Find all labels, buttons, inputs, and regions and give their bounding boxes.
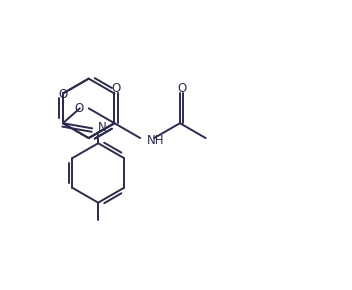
Text: O: O (75, 102, 84, 115)
Text: O: O (58, 88, 68, 101)
Text: NH: NH (147, 134, 165, 146)
Text: N: N (98, 121, 107, 134)
Text: O: O (112, 82, 121, 95)
Text: O: O (177, 82, 187, 95)
